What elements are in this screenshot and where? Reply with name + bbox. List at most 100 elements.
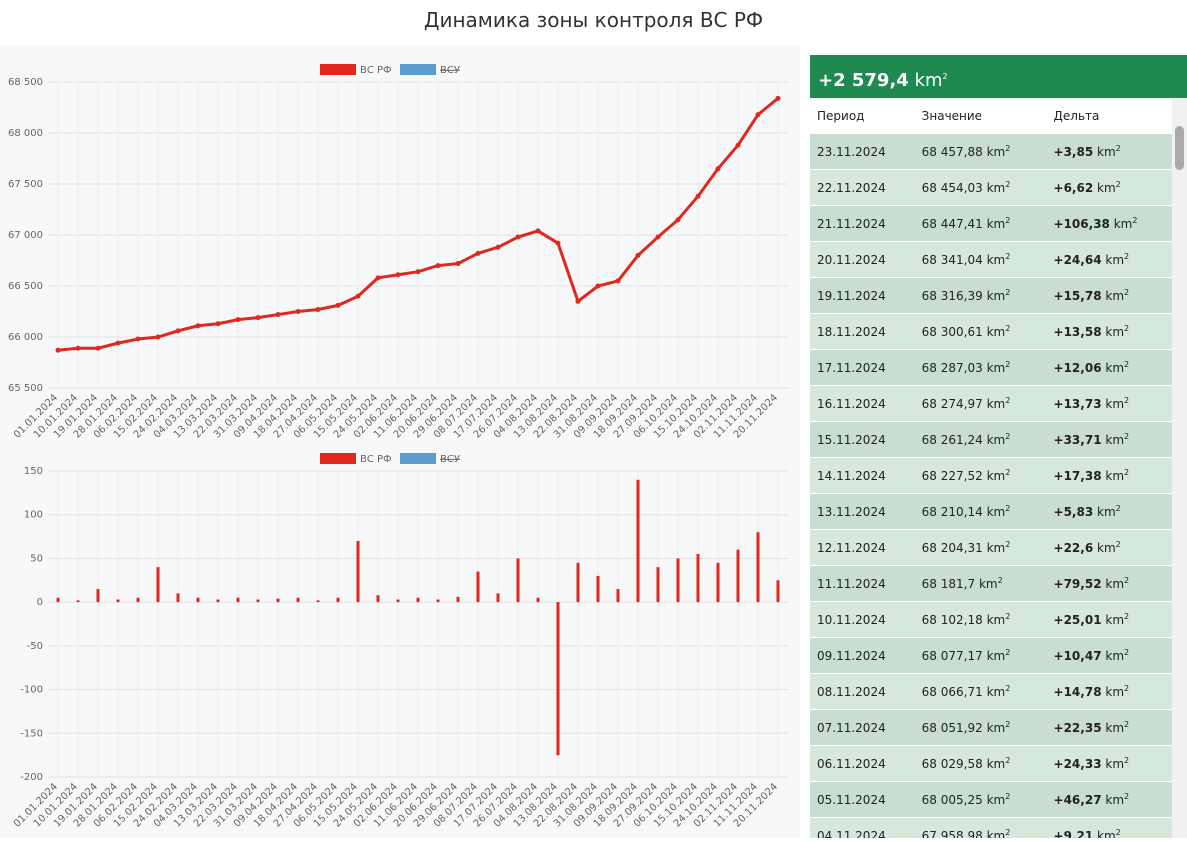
unit-power: 2 bbox=[1005, 432, 1011, 441]
bar bbox=[476, 571, 480, 603]
y-tick-label: 65 500 bbox=[8, 383, 43, 394]
bar bbox=[376, 595, 380, 603]
y-tick-label: 66 500 bbox=[8, 281, 43, 292]
table-row: 19.11.2024 68 316,39 km2 +15,78 km2 bbox=[810, 277, 1172, 314]
period-cell: 20.11.2024 bbox=[810, 241, 915, 278]
y-tick-label: -150 bbox=[20, 728, 43, 739]
delta-cell: +22,6 km2 bbox=[1046, 529, 1172, 566]
unit: km bbox=[986, 469, 1006, 483]
unit: km bbox=[1105, 721, 1125, 735]
value-cell: 68 051,92 km2 bbox=[914, 709, 1047, 746]
unit-power: 2 bbox=[1132, 216, 1138, 225]
unit: km bbox=[986, 289, 1006, 303]
delta-cell: +10,47 km2 bbox=[1046, 637, 1172, 674]
unit: km bbox=[986, 757, 1006, 771]
unit-power: 2 bbox=[1005, 792, 1011, 801]
period-cell: 12.11.2024 bbox=[810, 529, 915, 566]
point bbox=[735, 142, 741, 148]
value: 68 457,88 bbox=[921, 145, 983, 159]
delta: +14,78 bbox=[1053, 685, 1102, 699]
y-tick-label: 67 000 bbox=[8, 230, 43, 241]
unit-power: 2 bbox=[1005, 252, 1011, 261]
point bbox=[115, 340, 121, 346]
scroll-thumb[interactable] bbox=[1175, 126, 1184, 170]
y-tick-label: -50 bbox=[27, 641, 43, 652]
unit: km bbox=[986, 505, 1006, 519]
value: 68 447,41 bbox=[921, 217, 983, 231]
table-row: 09.11.2024 68 077,17 km2 +10,47 km2 bbox=[810, 637, 1172, 674]
column-header: Период bbox=[810, 98, 915, 134]
unit-power: 2 bbox=[1005, 504, 1011, 513]
y-tick-label: 68 000 bbox=[8, 128, 43, 139]
scrollbar[interactable] bbox=[1172, 98, 1187, 838]
legend-swatch bbox=[320, 453, 356, 464]
unit-power: 2 bbox=[1005, 180, 1011, 189]
delta-cell: +14,78 km2 bbox=[1046, 673, 1172, 710]
period-cell: 15.11.2024 bbox=[810, 421, 915, 458]
unit-power: 2 bbox=[1124, 468, 1130, 477]
bar bbox=[436, 599, 440, 603]
delta: +25,01 bbox=[1053, 613, 1102, 627]
unit: km bbox=[1105, 397, 1125, 411]
table-row: 23.11.2024 68 457,88 km2 +3,85 km2 bbox=[810, 134, 1172, 170]
value-cell: 68 447,41 km2 bbox=[914, 205, 1047, 242]
bar bbox=[156, 567, 160, 603]
unit-power: 2 bbox=[1115, 144, 1121, 153]
value-cell: 68 457,88 km2 bbox=[914, 134, 1047, 170]
y-tick-label: 50 bbox=[30, 553, 43, 564]
delta-cell: +79,52 km2 bbox=[1046, 565, 1172, 602]
delta-cell: +24,33 km2 bbox=[1046, 745, 1172, 782]
unit: km bbox=[1105, 649, 1125, 663]
point bbox=[215, 321, 221, 327]
value-cell: 68 066,71 km2 bbox=[914, 673, 1047, 710]
delta: +12,06 bbox=[1053, 361, 1102, 375]
unit: km bbox=[986, 217, 1006, 231]
point bbox=[535, 228, 541, 234]
unit-power: 2 bbox=[1005, 756, 1011, 765]
legend-swatch bbox=[320, 64, 356, 75]
unit-power: 2 bbox=[997, 576, 1003, 585]
bar bbox=[456, 596, 460, 603]
unit-power: 2 bbox=[1005, 468, 1011, 477]
unit-power: 2 bbox=[1124, 720, 1130, 729]
unit-power: 2 bbox=[1005, 360, 1011, 369]
bar bbox=[516, 558, 520, 603]
bar bbox=[296, 597, 300, 603]
charts: ВС РФ ВСУ 65 500 66 000 66 500 67 000 67 500 68… bbox=[0, 45, 800, 838]
unit: km bbox=[986, 649, 1006, 663]
delta-cell: +12,06 km2 bbox=[1046, 349, 1172, 386]
delta-cell: +15,78 km2 bbox=[1046, 277, 1172, 314]
y-tick-label: -100 bbox=[20, 685, 43, 696]
value: 68 274,97 bbox=[921, 397, 983, 411]
period-cell: 04.11.2024 bbox=[810, 817, 915, 838]
unit-power: 2 bbox=[1115, 180, 1121, 189]
unit: km bbox=[978, 577, 998, 591]
point bbox=[435, 263, 441, 269]
column-header: Дельта bbox=[1046, 98, 1172, 134]
value: 68 051,92 bbox=[921, 721, 983, 735]
period-cell: 11.11.2024 bbox=[810, 565, 915, 602]
bar bbox=[336, 597, 340, 603]
table-row: 17.11.2024 68 287,03 km2 +12,06 km2 bbox=[810, 349, 1172, 386]
value: 68 066,71 bbox=[921, 685, 983, 699]
bar bbox=[636, 479, 640, 603]
delta-cell: +33,71 km2 bbox=[1046, 421, 1172, 458]
bar bbox=[676, 558, 680, 603]
period-cell: 17.11.2024 bbox=[810, 349, 915, 386]
bar bbox=[756, 532, 760, 603]
point bbox=[235, 317, 241, 323]
point bbox=[695, 193, 701, 199]
value: 68 077,17 bbox=[921, 649, 983, 663]
y-tick-label: -200 bbox=[20, 772, 43, 783]
value: 68 454,03 bbox=[921, 181, 983, 195]
delta: +9,21 bbox=[1053, 829, 1094, 838]
table-row: 22.11.2024 68 454,03 km2 +6,62 km2 bbox=[810, 169, 1172, 206]
table-row: 18.11.2024 68 300,61 km2 +13,58 km2 bbox=[810, 313, 1172, 350]
point bbox=[595, 283, 601, 289]
bar bbox=[216, 599, 220, 603]
table-panel: +2 579,4 km2 Период Значение Дельта 23.11.2… bbox=[810, 55, 1187, 838]
value-cell: 67 958,98 km2 bbox=[914, 817, 1047, 838]
y-tick-label: 67 500 bbox=[8, 179, 43, 190]
delta-cell: +9,21 km2 bbox=[1046, 817, 1172, 838]
unit-power: 2 bbox=[1115, 828, 1121, 837]
